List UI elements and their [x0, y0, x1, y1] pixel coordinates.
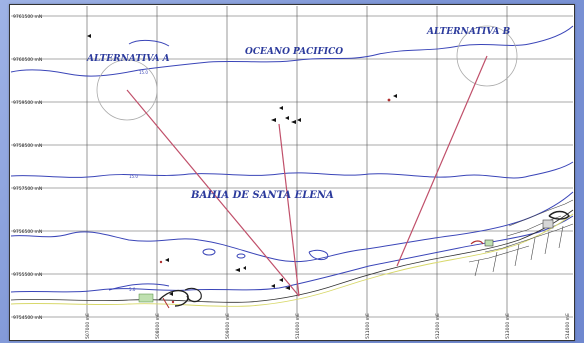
y-tick-label: 9758500 mN: [13, 143, 42, 149]
depth-contours: [10, 25, 574, 293]
svg-text:15.0: 15.0: [139, 70, 148, 75]
svg-text:15.0: 15.0: [129, 174, 138, 179]
y-tick-label: 9759500 mN: [13, 100, 42, 106]
coastal-features: [138, 287, 202, 309]
y-axis-labels: 9761500 mN 9760500 mN 9759500 mN 9758500…: [13, 14, 42, 321]
y-tick-label: 9756500 mN: [13, 229, 42, 235]
map-canvas: 15.0 15.0 5.0 ALTERNATIVA A ALTERNATIVA …: [9, 4, 575, 341]
x-tick-label: 509000 mE: [225, 313, 231, 339]
y-tick-label: 9760500 mN: [13, 57, 42, 63]
y-tick-label: 9754500 mN: [13, 315, 42, 321]
x-tick-label: 512000 mE: [435, 313, 441, 339]
x-axis-labels: 507000 mE 508000 mE 509000 mE 510000 mE …: [85, 313, 571, 339]
grid: [11, 6, 573, 318]
x-tick-label: 513000 mE: [505, 313, 511, 339]
town-blocks: [468, 199, 574, 277]
sounding-markers: [87, 34, 397, 296]
alternative-circles: [96, 25, 518, 121]
x-tick-label: 510000 mE: [295, 313, 301, 339]
label-alternativa-a: ALTERNATIVA A: [86, 54, 170, 64]
label-alternativa-b: ALTERNATIVA B: [426, 27, 511, 37]
x-tick-label: 508000 mE: [155, 313, 161, 339]
x-tick-label: 514000 mE: [565, 313, 571, 339]
svg-text:5.0: 5.0: [129, 287, 136, 292]
y-tick-label: 9761500 mN: [13, 14, 42, 20]
red-markers: [159, 98, 391, 304]
map-border: [9, 4, 575, 341]
route-center: [278, 123, 300, 297]
x-tick-label: 511000 mE: [365, 313, 371, 339]
route-alternative-a: [126, 89, 300, 297]
map-frame: 15.0 15.0 5.0 ALTERNATIVA A ALTERNATIVA …: [9, 4, 575, 341]
x-tick-label: 507000 mE: [85, 313, 91, 339]
pipeline-routes: [126, 55, 488, 297]
route-alternative-b: [396, 55, 488, 267]
y-tick-label: 9757500 mN: [13, 186, 42, 192]
contour-labels: 15.0 15.0 5.0: [129, 70, 148, 292]
label-bay: BAHIA DE SANTA ELENA: [190, 190, 334, 201]
label-ocean: OCEANO PACIFICO: [245, 47, 343, 57]
y-tick-label: 9755500 mN: [13, 272, 42, 278]
coastline: [10, 209, 574, 307]
